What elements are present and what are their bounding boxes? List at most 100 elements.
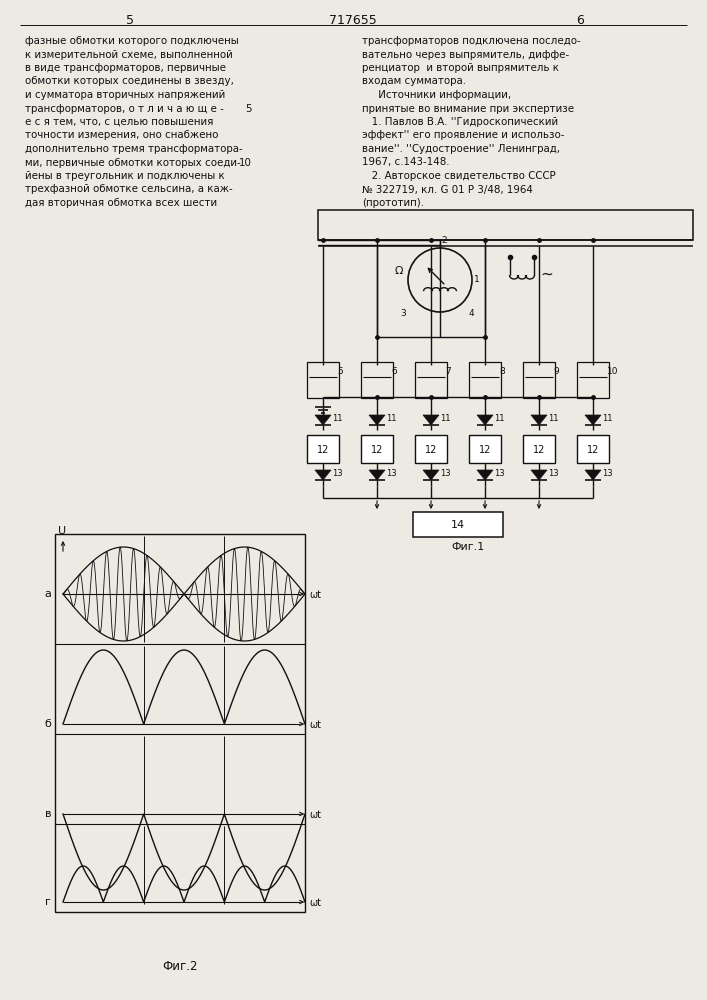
Text: 2. Авторское свидетельство СССР: 2. Авторское свидетельство СССР xyxy=(362,171,556,181)
Text: 1967, с.143-148.: 1967, с.143-148. xyxy=(362,157,450,167)
Text: 12: 12 xyxy=(370,445,383,455)
Polygon shape xyxy=(477,415,493,425)
Text: 11: 11 xyxy=(548,414,559,423)
Text: а: а xyxy=(44,589,51,599)
Polygon shape xyxy=(585,470,601,480)
Text: 5: 5 xyxy=(337,367,343,376)
Text: 6: 6 xyxy=(391,367,397,376)
Polygon shape xyxy=(369,470,385,480)
Text: точности измерения, оно снабжено: точности измерения, оно снабжено xyxy=(25,130,218,140)
Bar xyxy=(415,435,447,463)
Bar xyxy=(307,362,339,398)
Text: ренциатор  и второй выпрямитель к: ренциатор и второй выпрямитель к xyxy=(362,63,559,73)
Text: входам сумматора.: входам сумматора. xyxy=(362,77,466,87)
Bar xyxy=(55,534,305,912)
Text: 12: 12 xyxy=(587,445,600,455)
Text: Источники информации,: Источники информации, xyxy=(362,90,511,100)
Text: 13: 13 xyxy=(386,469,397,478)
Text: U: U xyxy=(58,526,66,536)
Text: (прототип).: (прототип). xyxy=(362,198,424,208)
Text: 717655: 717655 xyxy=(329,14,377,27)
Text: 9: 9 xyxy=(553,367,559,376)
Text: и сумматора вторичных напряжений: и сумматора вторичных напряжений xyxy=(25,90,226,100)
Text: 5: 5 xyxy=(245,104,252,114)
Bar xyxy=(523,362,555,398)
Text: 2: 2 xyxy=(441,236,447,245)
Bar xyxy=(469,362,501,398)
Text: Фиг.2: Фиг.2 xyxy=(162,960,198,973)
Text: 7: 7 xyxy=(445,367,451,376)
Text: Фиг.1: Фиг.1 xyxy=(451,542,484,552)
Text: 8: 8 xyxy=(499,367,505,376)
Polygon shape xyxy=(315,415,331,425)
Text: 13: 13 xyxy=(548,469,559,478)
Bar xyxy=(523,435,555,463)
Text: вание''. ''Судостроение'' Ленинград,: вание''. ''Судостроение'' Ленинград, xyxy=(362,144,560,154)
Text: ωt: ωt xyxy=(309,898,321,908)
Text: № 322719, кл. G 01 P 3/48, 1964: № 322719, кл. G 01 P 3/48, 1964 xyxy=(362,184,533,194)
Bar xyxy=(307,435,339,463)
Text: Ω: Ω xyxy=(395,266,404,276)
Bar xyxy=(413,512,503,537)
Polygon shape xyxy=(531,470,547,480)
Text: 13: 13 xyxy=(440,469,450,478)
Polygon shape xyxy=(423,415,439,425)
Text: е с я тем, что, с целью повышения: е с я тем, что, с целью повышения xyxy=(25,117,214,127)
Text: 4: 4 xyxy=(469,309,474,318)
Text: дополнительно тремя трансформатора-: дополнительно тремя трансформатора- xyxy=(25,144,243,154)
Text: 12: 12 xyxy=(479,445,491,455)
Polygon shape xyxy=(369,415,385,425)
Text: ωt: ωt xyxy=(309,720,321,730)
Text: трансформаторов, о т л и ч а ю щ е -: трансформаторов, о т л и ч а ю щ е - xyxy=(25,104,224,113)
Bar xyxy=(361,362,393,398)
Text: к измерительной схеме, выполненной: к измерительной схеме, выполненной xyxy=(25,49,233,60)
Text: 3: 3 xyxy=(400,309,406,318)
Text: эффект'' его проявление и использо-: эффект'' его проявление и использо- xyxy=(362,130,564,140)
Text: 13: 13 xyxy=(332,469,343,478)
Text: ωt: ωt xyxy=(309,590,321,600)
Bar xyxy=(577,435,609,463)
Text: 11: 11 xyxy=(386,414,397,423)
Text: 11: 11 xyxy=(602,414,612,423)
Bar xyxy=(469,435,501,463)
Text: дая вторичная обмотка всех шести: дая вторичная обмотка всех шести xyxy=(25,198,217,208)
Text: обмотки которых соединены в звезду,: обмотки которых соединены в звезду, xyxy=(25,77,234,87)
Text: 10: 10 xyxy=(239,158,252,168)
Text: 14: 14 xyxy=(451,520,465,530)
Bar xyxy=(361,435,393,463)
Text: 11: 11 xyxy=(494,414,505,423)
Text: 11: 11 xyxy=(332,414,342,423)
Text: 12: 12 xyxy=(533,445,545,455)
Text: в: в xyxy=(45,809,51,819)
Text: принятые во внимание при экспертизе: принятые во внимание при экспертизе xyxy=(362,104,574,113)
Text: 6: 6 xyxy=(576,14,584,27)
Text: 1. Павлов В.А. ''Гидроскопический: 1. Павлов В.А. ''Гидроскопический xyxy=(362,117,558,127)
Text: йены в треугольник и подключены к: йены в треугольник и подключены к xyxy=(25,171,225,181)
Polygon shape xyxy=(423,470,439,480)
Text: г: г xyxy=(45,897,51,907)
Text: ми, первичные обмотки которых соеди-: ми, первичные обмотки которых соеди- xyxy=(25,157,241,167)
Polygon shape xyxy=(531,415,547,425)
Bar xyxy=(577,362,609,398)
Text: трансформаторов подключена последо-: трансформаторов подключена последо- xyxy=(362,36,580,46)
Polygon shape xyxy=(315,470,331,480)
Text: б: б xyxy=(44,719,51,729)
Text: фазные обмотки которого подключены: фазные обмотки которого подключены xyxy=(25,36,239,46)
Text: 12: 12 xyxy=(425,445,437,455)
Text: 13: 13 xyxy=(602,469,613,478)
Text: 13: 13 xyxy=(494,469,505,478)
Text: 12: 12 xyxy=(317,445,329,455)
Bar xyxy=(318,210,693,240)
Text: ~: ~ xyxy=(540,267,553,282)
Text: 1: 1 xyxy=(474,275,480,284)
Text: ωt: ωt xyxy=(309,810,321,820)
Polygon shape xyxy=(477,470,493,480)
Text: 5: 5 xyxy=(126,14,134,27)
Text: 11: 11 xyxy=(440,414,450,423)
Text: трехфазной обмотке сельсина, а каж-: трехфазной обмотке сельсина, а каж- xyxy=(25,184,233,194)
Text: 10: 10 xyxy=(607,367,619,376)
Bar xyxy=(415,362,447,398)
Text: вательно через выпрямитель, диффе-: вательно через выпрямитель, диффе- xyxy=(362,49,569,60)
Polygon shape xyxy=(585,415,601,425)
Text: в виде трансформаторов, первичные: в виде трансформаторов, первичные xyxy=(25,63,226,73)
